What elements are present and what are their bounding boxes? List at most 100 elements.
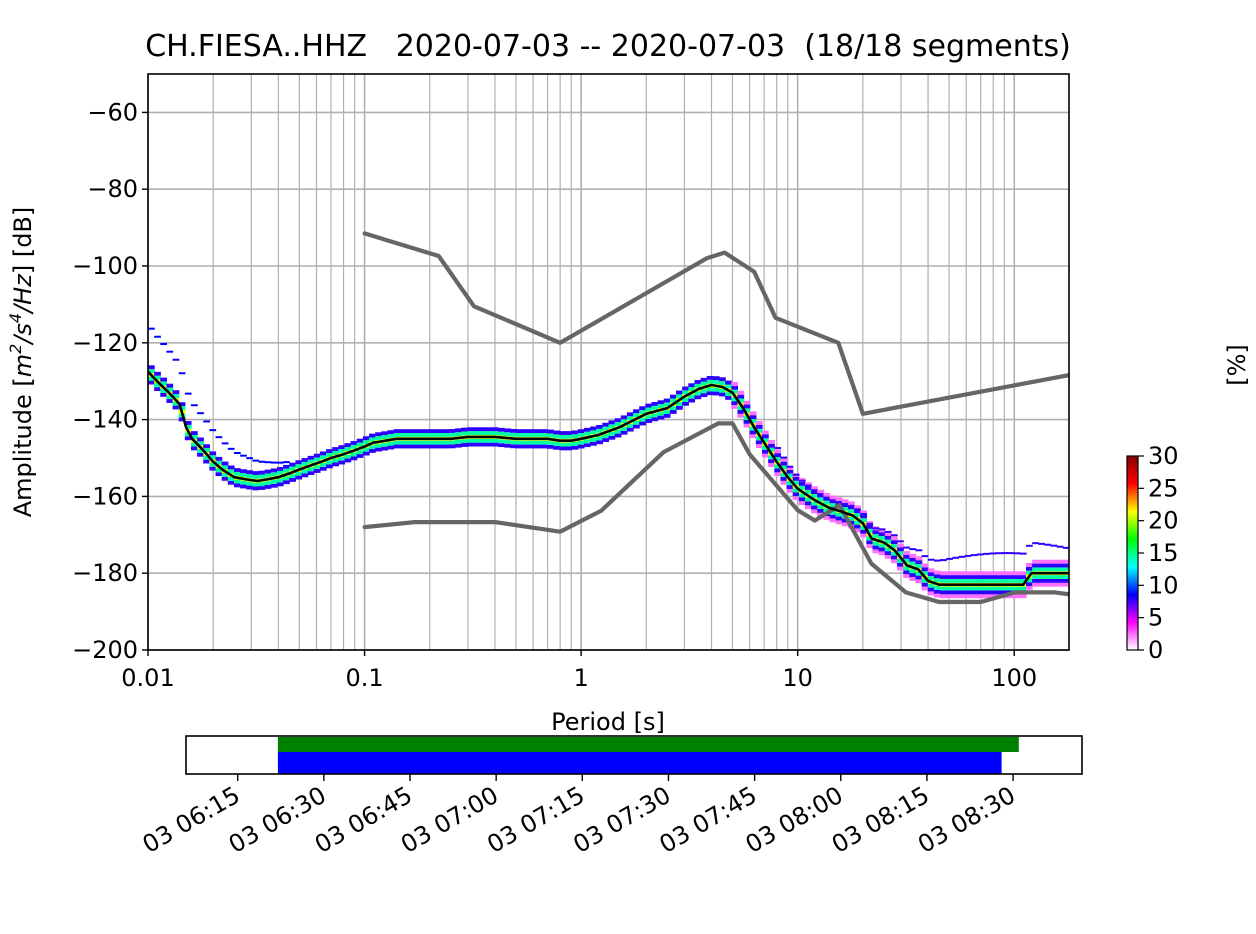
pdf-cell bbox=[768, 443, 775, 448]
pdf-cell bbox=[461, 439, 468, 444]
pdf-cell bbox=[1044, 578, 1052, 583]
pdf-cell bbox=[798, 501, 806, 506]
pdf-cell bbox=[792, 476, 800, 481]
pdf-cell bbox=[786, 481, 794, 486]
pdf-cell bbox=[528, 444, 536, 449]
pdf-cell bbox=[289, 474, 296, 479]
pdf-cell-sparse bbox=[860, 513, 867, 516]
pdf-cell bbox=[154, 387, 161, 392]
pdf-cell bbox=[479, 427, 487, 432]
pdf-cell bbox=[682, 401, 689, 406]
pdf-cell bbox=[240, 473, 247, 477]
pdf-cell bbox=[172, 394, 180, 398]
pdf-cell bbox=[276, 478, 284, 483]
pdf-cell bbox=[811, 509, 818, 514]
pdf-cell bbox=[1038, 582, 1046, 587]
pdf-cell bbox=[510, 444, 517, 449]
pdf-cell-sparse bbox=[841, 503, 849, 506]
pdf-cell-sparse bbox=[197, 412, 204, 415]
pdf-cell bbox=[755, 428, 763, 433]
pdf-cell bbox=[534, 433, 542, 437]
pdf-cell-sparse bbox=[1056, 545, 1064, 548]
pdf-cell-sparse bbox=[1013, 552, 1021, 555]
pdf-cell bbox=[620, 419, 628, 424]
pdf-cell bbox=[890, 555, 898, 560]
pdf-cell bbox=[405, 444, 413, 449]
pdf-cell bbox=[412, 433, 419, 437]
pdf-cell bbox=[792, 492, 800, 497]
pdf-cell-sparse bbox=[1026, 544, 1033, 547]
pdf-cell bbox=[424, 429, 432, 434]
pdf-cell bbox=[854, 509, 861, 514]
colorbar: 0 5 10 15 20 25 30 [%] bbox=[1126, 344, 1251, 664]
pdf-cell bbox=[755, 436, 763, 441]
pdf-cell bbox=[233, 471, 241, 476]
pdf-cell bbox=[166, 395, 174, 400]
pdf-cell-sparse bbox=[276, 461, 284, 464]
pdf-cell bbox=[933, 589, 941, 594]
pdf-cell bbox=[719, 381, 726, 385]
pdf-cell bbox=[694, 380, 702, 384]
pdf-cell bbox=[516, 429, 524, 434]
pdf-cell bbox=[571, 441, 579, 446]
colorbar-tick-label: 20 bbox=[1148, 507, 1179, 535]
pdf-cell bbox=[927, 583, 935, 588]
pdf-cell bbox=[178, 402, 186, 407]
pdf-cell bbox=[301, 473, 309, 478]
pdf-cell bbox=[958, 571, 966, 576]
pdf-cell bbox=[375, 447, 382, 452]
pdf-cell-sparse bbox=[1019, 552, 1027, 555]
pdf-cell-sparse bbox=[215, 436, 223, 439]
pdf-cell bbox=[995, 575, 1003, 579]
pdf-cell bbox=[1007, 594, 1015, 599]
pdf-cell bbox=[866, 536, 874, 541]
pdf-cell bbox=[780, 477, 788, 481]
pdf-cell bbox=[160, 392, 168, 397]
pdf-cell bbox=[399, 429, 407, 434]
pdf-cell bbox=[424, 444, 432, 449]
pdf-cell bbox=[1007, 578, 1015, 583]
pdf-cell bbox=[847, 501, 855, 506]
y-tick-label: −200 bbox=[72, 636, 138, 664]
pdf-cell bbox=[712, 387, 720, 392]
pdf-cell bbox=[749, 426, 757, 431]
pdf-cell-sparse bbox=[884, 530, 892, 533]
pdf-cell bbox=[847, 516, 855, 521]
pdf-cell bbox=[909, 569, 917, 574]
pdf-cell bbox=[651, 401, 659, 406]
pdf-cell bbox=[246, 474, 253, 478]
pdf-cell bbox=[362, 436, 370, 441]
pdf-cell-sparse bbox=[1032, 542, 1039, 545]
pdf-cell-sparse bbox=[983, 552, 990, 555]
pdf-cell-sparse bbox=[792, 473, 800, 476]
coverage-bars bbox=[277, 737, 1019, 774]
pdf-cell bbox=[933, 574, 941, 579]
pdf-cell bbox=[854, 520, 861, 525]
pdf-cell bbox=[246, 485, 253, 490]
pdf-cell bbox=[645, 419, 653, 423]
pdf-cell bbox=[338, 449, 346, 453]
pdf-cell bbox=[240, 484, 247, 489]
pdf-cell bbox=[909, 553, 917, 558]
pdf-cell-sparse bbox=[798, 479, 806, 482]
pdf-cell bbox=[301, 461, 309, 466]
pdf-cell bbox=[504, 443, 511, 448]
pdf-cell bbox=[817, 489, 824, 494]
pdf-cell bbox=[829, 495, 837, 500]
pdf-cell-sparse bbox=[786, 465, 794, 468]
pdf-cell bbox=[983, 578, 990, 583]
pdf-cell bbox=[780, 465, 788, 470]
pdf-cell bbox=[755, 424, 763, 429]
pdf-cell-sparse bbox=[246, 457, 253, 460]
colorbar-tick-label: 10 bbox=[1148, 571, 1179, 599]
pdf-cell-sparse bbox=[1050, 544, 1058, 547]
pdf-cell bbox=[497, 431, 505, 436]
pdf-cell bbox=[326, 464, 333, 469]
pdf-cell bbox=[995, 571, 1003, 576]
pdf-cell bbox=[657, 400, 665, 405]
plot-background bbox=[148, 74, 1069, 650]
pdf-cell bbox=[786, 488, 794, 493]
pdf-cell bbox=[657, 415, 665, 420]
pdf-cell bbox=[399, 433, 407, 437]
pdf-cell bbox=[841, 522, 849, 527]
